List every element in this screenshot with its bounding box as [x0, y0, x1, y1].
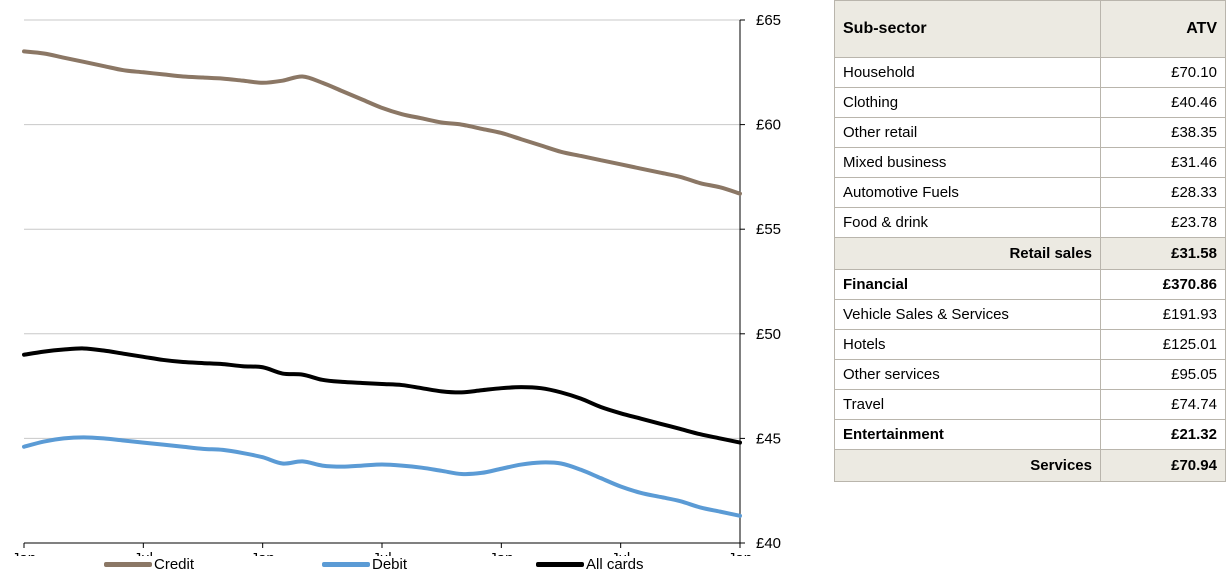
- line-chart: £40£45£50£55£60£65Jan13Jul13Jan14Jul14Ja…: [12, 12, 781, 556]
- x-tick-label-month: Jan: [12, 550, 36, 556]
- chart-legend: Credit Debit All cards: [0, 556, 780, 576]
- table-row: Mixed business £31.46: [834, 147, 1226, 178]
- table-row: Hotels £125.01: [834, 329, 1226, 360]
- table-row: Services £70.94: [834, 449, 1226, 482]
- series-line-all-cards: [22, 346, 742, 445]
- table-row: Household £70.10: [834, 57, 1226, 88]
- legend-item-credit: Credit: [104, 556, 194, 573]
- legend-swatch-credit: [104, 562, 152, 567]
- row-label: Food & drink: [834, 207, 1101, 238]
- x-tick-label-month: Jul: [611, 550, 630, 556]
- row-value: £21.32: [1100, 419, 1226, 450]
- row-label: Hotels: [834, 329, 1101, 360]
- table-row: Financial £370.86: [834, 269, 1226, 300]
- atv-table: Sub-sector ATV Household £70.10 Clothing £4…: [834, 0, 1226, 482]
- row-label: Mixed business: [834, 147, 1101, 178]
- y-tick-label: £60: [756, 117, 781, 134]
- y-tick-label: £50: [756, 326, 781, 343]
- table-row: Other services £95.05: [834, 359, 1226, 390]
- row-value: £31.46: [1100, 147, 1226, 178]
- row-value: £38.35: [1100, 117, 1226, 148]
- x-tick-label-month: Jan: [489, 550, 513, 556]
- x-tick-label-month: Jul: [372, 550, 391, 556]
- y-tick-label: £40: [756, 535, 781, 552]
- legend-label-debit: Debit: [372, 556, 408, 573]
- header-atv: ATV: [1100, 0, 1226, 58]
- row-label: Entertainment: [834, 419, 1101, 450]
- row-label: Clothing: [834, 87, 1101, 118]
- row-value: £40.46: [1100, 87, 1226, 118]
- legend-label-credit: Credit: [154, 556, 195, 573]
- x-tick-label-month: Jul: [134, 550, 153, 556]
- table-row: Food & drink £23.78: [834, 207, 1226, 238]
- table-row: Other retail £38.35: [834, 117, 1226, 148]
- row-value: £70.10: [1100, 57, 1226, 88]
- row-label: Other retail: [834, 117, 1101, 148]
- series-line-credit: [22, 49, 742, 196]
- table-row: Retail sales £31.58: [834, 237, 1226, 270]
- row-value: £28.33: [1100, 177, 1226, 208]
- header-sub-sector: Sub-sector: [834, 0, 1101, 58]
- row-label: Automotive Fuels: [834, 177, 1101, 208]
- x-tick-label-month: Jan: [728, 550, 752, 556]
- table-row: Entertainment £21.32: [834, 419, 1226, 450]
- row-label: Household: [834, 57, 1101, 88]
- row-value: £370.86: [1100, 269, 1226, 300]
- y-tick-label: £45: [756, 430, 781, 447]
- legend-swatch-all-cards: [536, 562, 584, 567]
- row-value: £95.05: [1100, 359, 1226, 390]
- legend-swatch-debit: [322, 562, 370, 567]
- row-value: £31.58: [1100, 237, 1226, 270]
- row-label: Services: [834, 449, 1101, 482]
- row-value: £125.01: [1100, 329, 1226, 360]
- row-value: £23.78: [1100, 207, 1226, 238]
- row-label: Vehicle Sales & Services: [834, 299, 1101, 330]
- row-value: £74.74: [1100, 389, 1226, 420]
- row-value: £191.93: [1100, 299, 1226, 330]
- table-row: Vehicle Sales & Services £191.93: [834, 299, 1226, 330]
- legend-label-all-cards: All cards: [586, 556, 644, 573]
- table-header-row: Sub-sector ATV: [834, 0, 1226, 58]
- y-tick-label: £55: [756, 221, 781, 238]
- x-tick-label-month: Jan: [251, 550, 275, 556]
- row-label: Financial: [834, 269, 1101, 300]
- row-label: Retail sales: [834, 237, 1101, 270]
- table-row: Clothing £40.46: [834, 87, 1226, 118]
- table-row: Travel £74.74: [834, 389, 1226, 420]
- legend-item-debit: Debit: [322, 556, 407, 573]
- row-label: Other services: [834, 359, 1101, 390]
- row-value: £70.94: [1100, 449, 1226, 482]
- table-row: Automotive Fuels £28.33: [834, 177, 1226, 208]
- y-tick-label: £65: [756, 12, 781, 29]
- series-line-debit: [22, 435, 742, 518]
- legend-item-all-cards: All cards: [536, 556, 644, 573]
- row-label: Travel: [834, 389, 1101, 420]
